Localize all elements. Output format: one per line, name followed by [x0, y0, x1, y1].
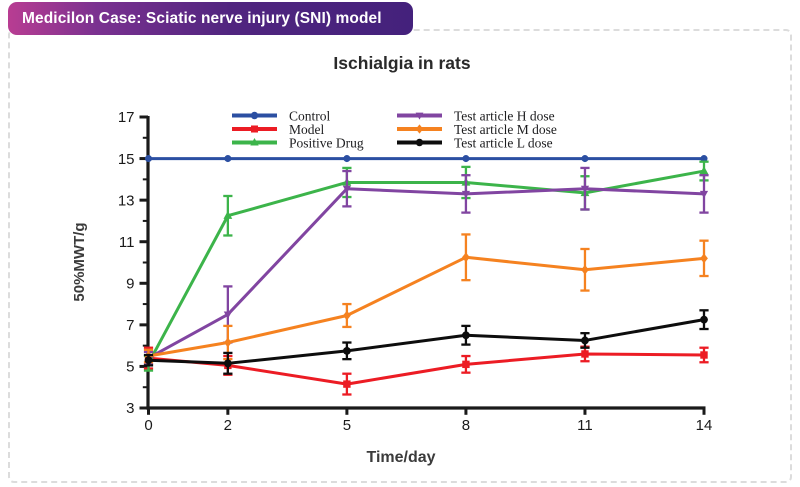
x-tick-label: 14 — [696, 417, 713, 434]
data-point-marker — [581, 336, 589, 345]
data-point-marker — [581, 264, 589, 275]
y-tick-label: 15 — [118, 151, 135, 168]
data-point-marker — [223, 359, 232, 368]
y-tick-label: 11 — [119, 234, 135, 251]
y-axis-label: 50%MWT/g — [71, 222, 88, 301]
data-point-marker — [700, 253, 708, 264]
legend-label: Model — [289, 122, 324, 137]
legend-item-test-article-l-dose: Test article L dose — [397, 135, 553, 150]
x-tick-label: 8 — [462, 417, 470, 434]
legend-label: Test article M dose — [454, 122, 557, 137]
data-point-marker — [343, 380, 351, 388]
legend-item-test-article-h-dose: Test article H dose — [397, 108, 555, 123]
legend-item-model: Model — [232, 122, 324, 137]
data-point-marker — [462, 252, 470, 263]
data-point-marker — [250, 125, 259, 133]
legend-label: Positive Drug — [289, 135, 364, 150]
data-point-marker — [144, 356, 153, 365]
data-point-marker — [581, 155, 589, 163]
data-point-marker — [144, 155, 153, 163]
data-point-marker — [699, 190, 709, 199]
data-point-marker — [250, 111, 259, 120]
x-tick-label: 11 — [577, 417, 593, 434]
y-tick-label: 13 — [118, 192, 135, 209]
y-tick-label: 5 — [126, 359, 134, 376]
data-point-marker — [700, 351, 708, 359]
y-tick-label: 3 — [126, 400, 134, 417]
data-point-marker — [250, 137, 259, 146]
y-tick-label: 7 — [126, 317, 134, 334]
data-point-marker — [415, 138, 424, 147]
data-point-marker — [223, 311, 232, 319]
data-point-marker — [700, 315, 708, 324]
y-tick-label: 9 — [126, 275, 134, 292]
data-point-marker — [415, 112, 424, 120]
series-line — [147, 187, 705, 360]
x-tick-label: 2 — [224, 417, 232, 434]
series-test-article-l-dose — [143, 309, 709, 375]
data-point-marker — [223, 337, 232, 348]
chart-title: Ischialgia in rats — [333, 53, 470, 73]
x-tick-label: 0 — [144, 417, 152, 434]
data-point-marker — [462, 155, 470, 163]
data-point-marker — [700, 155, 708, 163]
legend-label: Test article L dose — [454, 135, 553, 150]
data-point-marker — [224, 155, 232, 163]
data-point-marker — [342, 310, 351, 321]
data-point-marker — [699, 166, 709, 175]
header-badge-label: Medicilon Case: Sciatic nerve injury (SN… — [22, 9, 382, 27]
data-point-marker — [223, 210, 233, 219]
data-point-marker — [342, 346, 351, 355]
legend-item-positive-drug: Positive Drug — [232, 135, 364, 150]
data-point-marker — [415, 124, 424, 134]
data-point-marker — [461, 190, 471, 199]
series-control — [144, 155, 708, 163]
series-line — [148, 318, 705, 365]
legend-item-test-article-m-dose: Test article M dose — [397, 122, 557, 137]
series-test-article-m-dose — [143, 233, 709, 364]
data-point-marker — [462, 331, 470, 340]
data-point-marker — [343, 155, 351, 163]
header-badge: Medicilon Case: Sciatic nerve injury (SN… — [8, 2, 413, 35]
x-axis-label: Time/day — [366, 449, 435, 466]
y-tick-label: 17 — [118, 109, 135, 126]
data-point-marker — [462, 360, 470, 369]
legend-item-control: Control — [232, 108, 331, 123]
legend-label: Test article H dose — [454, 108, 555, 123]
legend-label: Control — [289, 108, 331, 123]
series-line — [148, 255, 705, 358]
data-point-marker — [342, 185, 351, 194]
x-tick-label: 5 — [343, 417, 351, 434]
data-point-marker — [580, 185, 590, 194]
data-point-marker — [581, 350, 589, 358]
